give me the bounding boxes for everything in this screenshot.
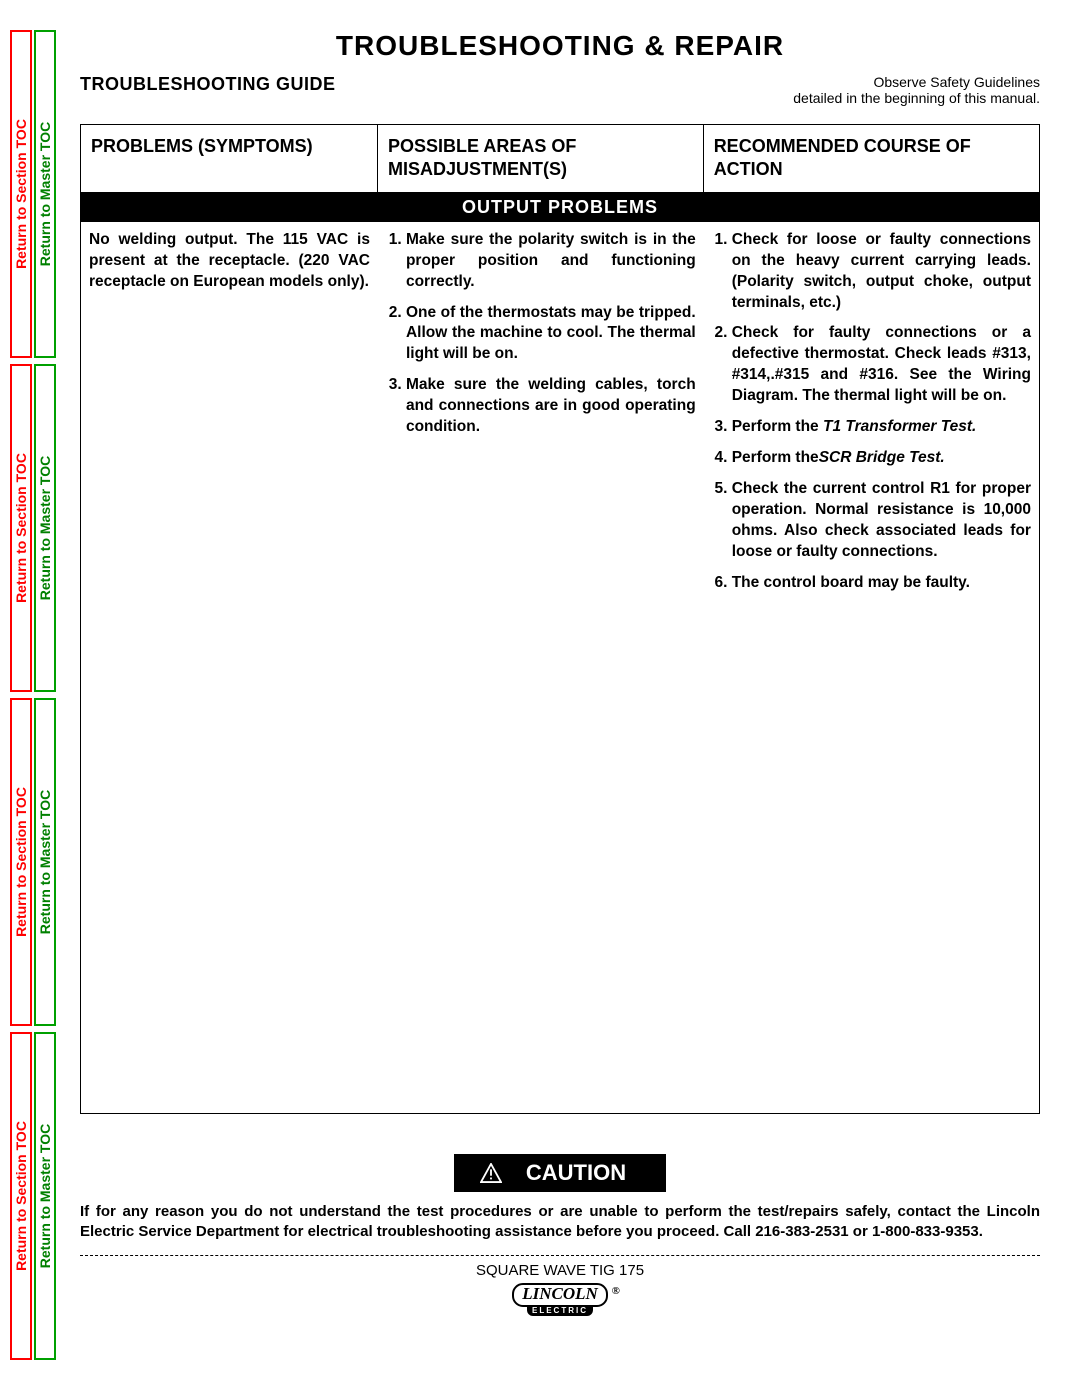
list-item: Make sure the welding cables, torch and …: [406, 375, 696, 438]
section-toc-label: Return to Section TOC: [13, 453, 29, 603]
action-text: Perform the: [732, 418, 823, 435]
safety-line: Observe Safety Guidelines: [793, 74, 1040, 90]
master-toc-link[interactable]: Return to Master TOC: [34, 30, 56, 358]
list-item: One of the thermostats may be tripped. A…: [406, 303, 696, 366]
master-toc-link[interactable]: Return to Master TOC: [34, 698, 56, 1026]
table-body: No welding output. The 115 VAC is presen…: [81, 222, 1039, 612]
master-toc-label: Return to Master TOC: [37, 790, 53, 934]
symptom-text: No welding output. The 115 VAC is presen…: [89, 230, 370, 293]
lincoln-logo: LINCOLN ®: [512, 1283, 608, 1307]
col-header-misadjust: POSSIBLE AREAS OF MISADJUSTMENT(S): [378, 125, 704, 192]
master-toc-label: Return to Master TOC: [37, 1124, 53, 1268]
cell-action: Check for loose or faulty connections on…: [704, 222, 1039, 612]
footer-product: SQUARE WAVE TIG 175: [80, 1262, 1040, 1279]
guide-title: TROUBLESHOOTING GUIDE: [80, 74, 336, 95]
main-title: TROUBLESHOOTING & REPAIR: [80, 30, 1040, 62]
safety-note: Observe Safety Guidelines detailed in th…: [793, 74, 1040, 106]
master-toc-link[interactable]: Return to Master TOC: [34, 364, 56, 692]
dashed-divider: [80, 1255, 1040, 1256]
side-nav-tabs: Return to Section TOC Return to Section …: [10, 30, 58, 1360]
list-item: Perform theSCR Bridge Test.: [732, 448, 1031, 469]
master-toc-label: Return to Master TOC: [37, 456, 53, 600]
section-toc-label: Return to Section TOC: [13, 119, 29, 269]
list-item: Check for loose or faulty connections on…: [732, 230, 1031, 314]
action-list: Check for loose or faulty connections on…: [712, 230, 1031, 594]
subheader-row: TROUBLESHOOTING GUIDE Observe Safety Gui…: [80, 74, 1040, 106]
section-band: OUTPUT PROBLEMS: [81, 193, 1039, 222]
section-toc-link[interactable]: Return to Section TOC: [10, 30, 32, 358]
logo-text: LINCOLN: [522, 1284, 598, 1303]
test-name: SCR Bridge Test.: [819, 449, 945, 466]
list-item: Check the current control R1 for proper …: [732, 479, 1031, 563]
section-toc-label: Return to Section TOC: [13, 1121, 29, 1271]
caution-label: CAUTION: [526, 1160, 626, 1186]
master-toc-label: Return to Master TOC: [37, 122, 53, 266]
section-toc-column: Return to Section TOC Return to Section …: [10, 30, 32, 1360]
warning-icon: [480, 1163, 502, 1183]
safety-line: detailed in the beginning of this manual…: [793, 90, 1040, 106]
section-toc-link[interactable]: Return to Section TOC: [10, 364, 32, 692]
list-item: Make sure the polarity switch is in the …: [406, 230, 696, 293]
cell-symptom: No welding output. The 115 VAC is presen…: [81, 222, 378, 612]
logo-block: LINCOLN ® ELECTRIC: [80, 1283, 1040, 1316]
test-name: T1 Transformer Test.: [823, 418, 976, 435]
section-toc-link[interactable]: Return to Section TOC: [10, 1032, 32, 1360]
section-toc-link[interactable]: Return to Section TOC: [10, 698, 32, 1026]
col-header-problems: PROBLEMS (SYMPTOMS): [81, 125, 378, 192]
list-item: Perform the T1 Transformer Test.: [732, 417, 1031, 438]
troubleshooting-table: PROBLEMS (SYMPTOMS) POSSIBLE AREAS OF MI…: [80, 124, 1040, 1114]
master-toc-link[interactable]: Return to Master TOC: [34, 1032, 56, 1360]
caution-label-box: CAUTION: [454, 1154, 666, 1192]
action-text: Perform the: [732, 449, 819, 466]
table-header: PROBLEMS (SYMPTOMS) POSSIBLE AREAS OF MI…: [81, 125, 1039, 193]
registered-icon: ®: [612, 1285, 620, 1297]
page-content: TROUBLESHOOTING & REPAIR TROUBLESHOOTING…: [80, 30, 1040, 1316]
list-item: The control board may be faulty.: [732, 573, 1031, 594]
caution-block: CAUTION If for any reason you do not und…: [80, 1154, 1040, 1241]
misadjust-list: Make sure the polarity switch is in the …: [386, 230, 696, 438]
caution-text: If for any reason you do not understand …: [80, 1202, 1040, 1241]
cell-misadjust: Make sure the polarity switch is in the …: [378, 222, 704, 612]
master-toc-column: Return to Master TOC Return to Master TO…: [34, 30, 56, 1360]
section-toc-label: Return to Section TOC: [13, 787, 29, 937]
col-header-action: RECOMMENDED COURSE OF ACTION: [704, 125, 1039, 192]
list-item: Check for faulty connections or a defect…: [732, 323, 1031, 407]
